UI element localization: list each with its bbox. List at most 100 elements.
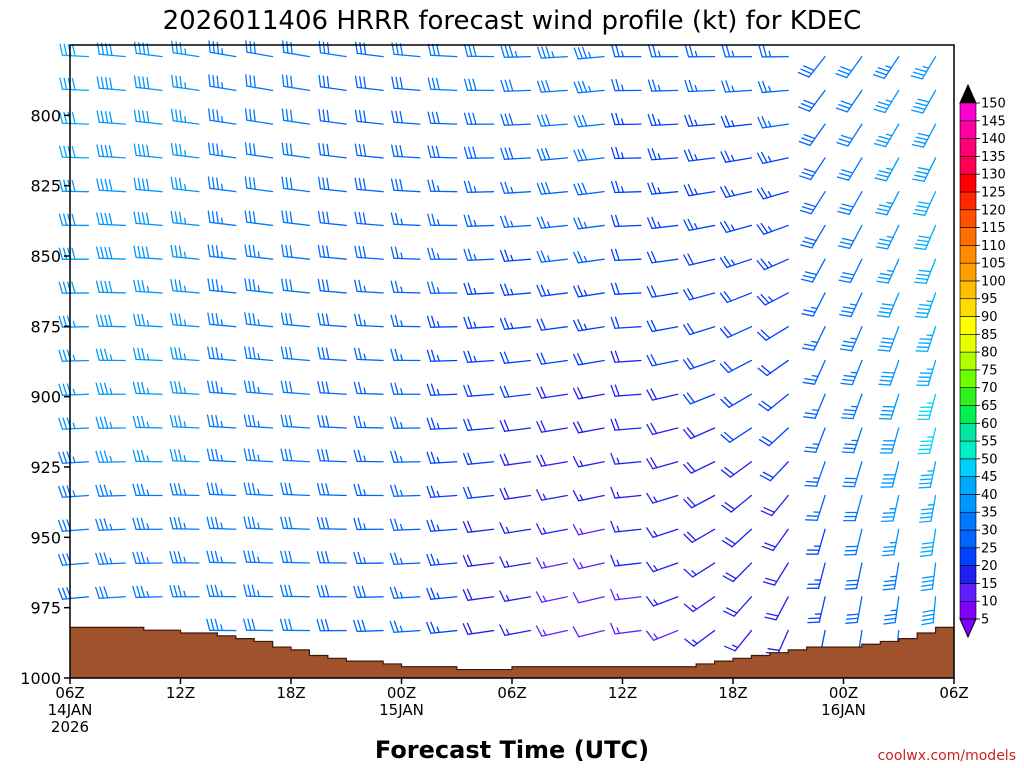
- wind-barb: [801, 326, 826, 351]
- wind-barb: [281, 210, 311, 227]
- wind-barb: [876, 258, 900, 284]
- wind-barb: [803, 427, 826, 453]
- wind-barb: [721, 494, 753, 513]
- wind-barb: [683, 596, 716, 613]
- wind-barb: [722, 562, 753, 583]
- wind-barb: [762, 562, 789, 586]
- wind-barb: [911, 123, 937, 148]
- wind-barb: [427, 145, 458, 159]
- wind-barb: [132, 415, 163, 429]
- plot-area: [57, 40, 955, 679]
- wind-barb: [648, 45, 679, 58]
- wind-barb: [170, 244, 200, 260]
- colorbar-cell: [959, 316, 977, 335]
- colorbar-label: 80: [981, 346, 998, 361]
- wind-barb: [756, 258, 789, 271]
- wind-barb: [646, 388, 679, 401]
- colorbar-cell: [959, 405, 977, 424]
- wind-barb: [353, 347, 384, 362]
- wind-barb: [804, 461, 826, 487]
- wind-barb: [132, 347, 163, 362]
- wind-barb: [765, 629, 789, 655]
- wind-barb: [759, 461, 789, 482]
- wind-barb: [318, 142, 347, 159]
- wind-barb: [58, 213, 90, 227]
- wind-barb: [207, 278, 237, 294]
- terrain-step: [788, 649, 808, 678]
- x-tick-label: 16JAN: [821, 701, 866, 719]
- colorbar-extend-max: [959, 83, 977, 104]
- colorbar-label: 35: [981, 506, 998, 521]
- wind-barb: [917, 427, 937, 455]
- wind-barb: [720, 427, 753, 443]
- terrain-step: [143, 630, 182, 678]
- colorbar-cell: [959, 120, 977, 139]
- colorbar-cell: [959, 458, 977, 477]
- wind-barb: [316, 619, 347, 632]
- wind-barb: [59, 111, 90, 125]
- wind-barb: [803, 393, 826, 419]
- colorbar-extend-min: [959, 618, 977, 639]
- wind-barb: [427, 77, 458, 92]
- colorbar-cell: [959, 280, 977, 300]
- wind-barb: [280, 312, 311, 328]
- wind-barb: [920, 562, 937, 592]
- wind-barb: [243, 380, 274, 395]
- wind-barb: [646, 527, 679, 539]
- wind-barb: [760, 494, 789, 517]
- wind-barb: [463, 384, 495, 397]
- wind-barb: [683, 183, 716, 197]
- wind-barb: [353, 381, 384, 395]
- wind-barb: [499, 590, 532, 602]
- wind-barb: [281, 74, 311, 92]
- wind-barb: [245, 74, 274, 92]
- x-axis-label: Forecast Time (UTC): [375, 736, 649, 764]
- wind-barb: [807, 596, 826, 624]
- wind-barb: [756, 151, 789, 165]
- wind-barb: [427, 247, 458, 260]
- wind-barb: [282, 40, 311, 58]
- wind-barb: [281, 108, 311, 125]
- wind-barb: [354, 75, 384, 92]
- colorbar-label: 125: [981, 185, 1006, 200]
- credit-link[interactable]: coolwx.com/models: [878, 748, 1016, 764]
- wind-barb: [95, 518, 126, 531]
- wind-barb: [169, 585, 200, 598]
- wind-barb: [764, 596, 789, 621]
- wind-barb: [244, 244, 274, 260]
- wind-barb: [281, 244, 311, 260]
- wind-barb: [610, 486, 642, 499]
- wind-barb: [918, 494, 937, 523]
- wind-barb: [463, 112, 495, 125]
- wind-barb: [208, 108, 237, 125]
- wind-barb: [647, 148, 679, 161]
- wind-barb: [427, 111, 458, 125]
- colorbar-label: 115: [981, 221, 1006, 236]
- wind-barb: [843, 528, 863, 556]
- wind-barb: [279, 584, 311, 598]
- wind-barb: [170, 108, 200, 125]
- wind-barb: [244, 312, 274, 328]
- wind-barb: [646, 354, 679, 367]
- wind-barb: [537, 46, 568, 59]
- colorbar-label: 20: [981, 559, 998, 574]
- wind-barb: [317, 380, 347, 395]
- wind-barb: [719, 359, 753, 374]
- wind-barb: [914, 258, 937, 285]
- wind-barb: [610, 554, 642, 567]
- colorbar-cell: [959, 600, 977, 620]
- wind-barb: [58, 417, 90, 430]
- wind-barb: [316, 551, 347, 564]
- wind-barb: [841, 393, 863, 420]
- terrain-step: [309, 655, 329, 678]
- wind-barb: [536, 352, 568, 365]
- wind-barb: [354, 109, 384, 125]
- wind-barb: [243, 414, 274, 429]
- wind-barb: [756, 187, 789, 200]
- terrain-step: [733, 658, 753, 678]
- wind-barb: [499, 487, 532, 500]
- colorbar-cell: [959, 387, 977, 406]
- wind-barb: [58, 281, 90, 294]
- wind-barb: [610, 214, 642, 228]
